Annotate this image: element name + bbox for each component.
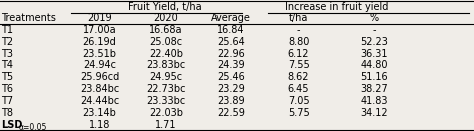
Text: T4: T4 [1, 61, 13, 70]
Text: t/ha: t/ha [289, 13, 308, 23]
Text: T5: T5 [1, 72, 13, 82]
Text: 52.23: 52.23 [361, 37, 388, 47]
Text: 7.55: 7.55 [288, 61, 310, 70]
Text: 25.08c: 25.08c [149, 37, 182, 47]
Text: 22.40b: 22.40b [149, 49, 183, 59]
Text: 25.64: 25.64 [217, 37, 245, 47]
Text: T6: T6 [1, 84, 13, 94]
Text: 2020: 2020 [154, 13, 178, 23]
Text: 34.12: 34.12 [361, 108, 388, 118]
Text: 22.03b: 22.03b [149, 108, 183, 118]
Text: 6.45: 6.45 [288, 84, 310, 94]
Text: 23.83bc: 23.83bc [146, 61, 185, 70]
Text: Fruit Yield, t/ha: Fruit Yield, t/ha [128, 2, 202, 12]
Text: 26.19d: 26.19d [82, 37, 117, 47]
Text: 24.94c: 24.94c [83, 61, 116, 70]
Text: T7: T7 [1, 96, 13, 106]
Text: 24.39: 24.39 [217, 61, 245, 70]
Text: 23.14b: 23.14b [82, 108, 117, 118]
Text: 22.73bc: 22.73bc [146, 84, 186, 94]
Text: 23.84bc: 23.84bc [80, 84, 119, 94]
Text: T8: T8 [1, 108, 13, 118]
Text: α=0.05: α=0.05 [19, 123, 47, 131]
Text: T2: T2 [1, 37, 13, 47]
Text: 16.68a: 16.68a [149, 25, 182, 35]
Text: 24.95c: 24.95c [149, 72, 182, 82]
Text: 23.89: 23.89 [217, 96, 245, 106]
Text: 1.71: 1.71 [155, 120, 177, 130]
Text: -: - [297, 25, 301, 35]
Text: 23.51b: 23.51b [82, 49, 117, 59]
Text: 23.29: 23.29 [217, 84, 245, 94]
Text: Average: Average [211, 13, 251, 23]
Text: 7.05: 7.05 [288, 96, 310, 106]
Text: T1: T1 [1, 25, 13, 35]
Text: -: - [373, 25, 376, 35]
Text: 25.96cd: 25.96cd [80, 72, 119, 82]
Text: 1.18: 1.18 [89, 120, 110, 130]
Text: 8.80: 8.80 [288, 37, 310, 47]
Text: 6.12: 6.12 [288, 49, 310, 59]
Text: 2019: 2019 [87, 13, 112, 23]
Text: Treatments: Treatments [1, 13, 56, 23]
Text: 24.44bc: 24.44bc [80, 96, 119, 106]
Text: Increase in fruit yield: Increase in fruit yield [285, 2, 388, 12]
Text: 51.16: 51.16 [361, 72, 388, 82]
Text: %: % [370, 13, 379, 23]
Text: 22.59: 22.59 [217, 108, 245, 118]
Text: 44.80: 44.80 [361, 61, 388, 70]
Text: LSD: LSD [1, 120, 22, 130]
Text: 17.00a: 17.00a [83, 25, 116, 35]
Text: 41.83: 41.83 [361, 96, 388, 106]
Text: T3: T3 [1, 49, 13, 59]
Text: 5.75: 5.75 [288, 108, 310, 118]
Text: 22.96: 22.96 [217, 49, 245, 59]
Text: 8.62: 8.62 [288, 72, 310, 82]
Text: 36.31: 36.31 [361, 49, 388, 59]
Text: 23.33bc: 23.33bc [146, 96, 185, 106]
Text: 38.27: 38.27 [361, 84, 388, 94]
Text: 25.46: 25.46 [217, 72, 245, 82]
Text: 16.84: 16.84 [217, 25, 245, 35]
